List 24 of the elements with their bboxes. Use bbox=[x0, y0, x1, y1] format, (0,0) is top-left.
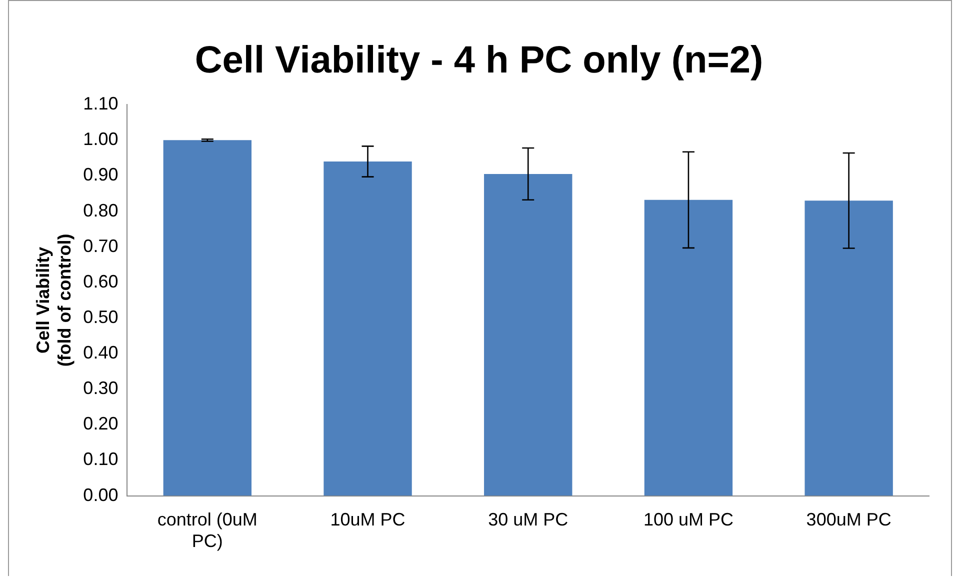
y-tick-label: 0.50 bbox=[83, 306, 118, 327]
y-tick-label: 1.10 bbox=[83, 94, 118, 114]
x-tick-label: 10uM PC bbox=[330, 510, 406, 530]
bar bbox=[804, 200, 893, 496]
chart-title: Cell Viability - 4 h PC only (n=2) bbox=[194, 39, 764, 82]
y-tick-label: 0.30 bbox=[83, 378, 118, 398]
x-tick-label: 300uM PC bbox=[806, 510, 892, 530]
y-tick-label: 0.40 bbox=[83, 342, 118, 363]
y-tick-label: 0.80 bbox=[83, 200, 118, 220]
y-axis-title: Cell Viability (fold of control) bbox=[32, 234, 74, 367]
y-tick-label: 0.10 bbox=[83, 449, 118, 470]
y-tick-label: 0.90 bbox=[83, 164, 118, 185]
x-tick-label: 100 uM PC bbox=[643, 510, 734, 530]
y-tick-label: 0.70 bbox=[83, 236, 118, 256]
bar bbox=[163, 140, 252, 496]
y-tick-label: 0.20 bbox=[83, 414, 118, 434]
y-tick-label: 0.60 bbox=[83, 271, 118, 292]
x-tick-label: control (0uM PC) bbox=[157, 510, 258, 552]
bar bbox=[644, 200, 733, 496]
bar bbox=[484, 174, 572, 496]
bar bbox=[324, 162, 412, 496]
y-tick-label: 0.00 bbox=[83, 484, 118, 505]
y-tick-label: 1.00 bbox=[83, 129, 118, 150]
x-tick-label: 30 uM PC bbox=[488, 510, 568, 530]
